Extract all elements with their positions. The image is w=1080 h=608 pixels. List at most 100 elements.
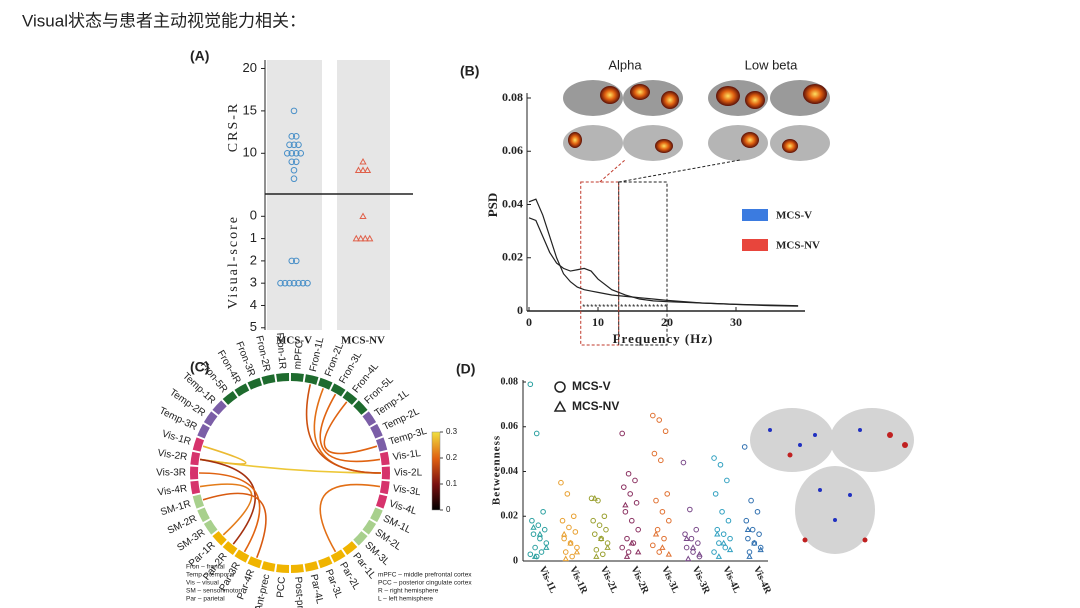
ring-segment	[342, 390, 358, 405]
triangle-marker	[683, 535, 690, 541]
triangle-marker	[598, 535, 605, 541]
sig-marker: *	[606, 303, 609, 312]
note: Fron – frontal	[186, 564, 225, 571]
triangle-marker	[354, 166, 363, 173]
y-tick-label: 0	[250, 208, 257, 223]
triangle-marker	[543, 544, 550, 550]
chord-edge	[199, 458, 256, 545]
band-connector	[599, 159, 626, 183]
sig-marker: *	[660, 303, 663, 312]
circle-marker	[620, 484, 627, 490]
circle-marker	[530, 531, 537, 537]
circle-marker	[725, 517, 732, 524]
y-tick-label: 0.04	[502, 196, 523, 210]
note: R – right hemisphere	[378, 588, 439, 595]
circle-marker	[754, 508, 761, 515]
triangle-marker	[366, 234, 374, 242]
circle-marker	[541, 526, 548, 533]
y-tick-label: 0.08	[502, 90, 523, 104]
circle-marker	[283, 149, 291, 157]
circle-marker	[666, 517, 672, 524]
legend-marker	[554, 381, 566, 393]
circle-marker	[288, 257, 296, 265]
triangle-marker	[635, 548, 642, 555]
circle-marker	[533, 430, 540, 437]
circle-marker	[743, 517, 750, 524]
circle-marker	[603, 526, 609, 533]
sig-marker: *	[598, 303, 601, 312]
circle-marker	[693, 526, 700, 533]
triangle-marker	[720, 539, 727, 546]
column-bg	[267, 60, 322, 330]
circle-marker	[299, 279, 307, 287]
legend-label: MCS-NV	[776, 240, 820, 252]
legend-label: MCS-NV	[572, 399, 619, 413]
sig-marker: *	[620, 303, 623, 312]
note: Par – parietal	[186, 596, 225, 603]
circle-marker	[656, 417, 663, 423]
circle-marker	[622, 508, 629, 515]
ring-segment	[222, 541, 238, 556]
note: SM – sensorimotor	[186, 588, 241, 595]
circle-marker	[297, 149, 305, 157]
circle-marker	[529, 517, 535, 524]
ring-segment	[370, 423, 383, 439]
panel-label: (B)	[460, 63, 479, 79]
ring-segment	[317, 377, 333, 390]
circle-marker	[527, 551, 534, 558]
band-box	[580, 181, 620, 346]
triangle-marker	[573, 548, 581, 555]
ring-segment	[375, 494, 388, 509]
note: PCC – posterior cingulate cortex	[378, 580, 472, 587]
circle-marker	[722, 544, 729, 551]
circle-marker	[286, 141, 293, 149]
circle-marker	[292, 133, 300, 140]
y-tick-label: 0.04	[501, 466, 519, 477]
triangle-marker	[530, 524, 537, 530]
legend-swatch	[742, 209, 768, 221]
ring-segment	[192, 437, 205, 452]
y-tick-label: 15	[243, 102, 257, 117]
y-tick-label: 0.06	[502, 143, 523, 157]
triangle-marker	[357, 234, 365, 242]
circle-marker	[558, 479, 564, 486]
x-tick-label: Vis-1L	[537, 565, 559, 596]
ring-segment	[304, 374, 319, 385]
x-tick-label: Vis-4L	[720, 565, 742, 596]
y-tick-label: 0.02	[501, 511, 519, 522]
triangle-marker	[361, 234, 369, 242]
circle-marker	[727, 535, 733, 542]
circle-marker	[569, 553, 575, 560]
chord-edge	[202, 492, 267, 559]
x-axis-label: Frequency (Hz)	[613, 331, 714, 346]
triangle-marker	[363, 166, 372, 173]
triangle-marker	[531, 553, 539, 559]
node-label: SM-1R	[159, 499, 192, 519]
chord-edge	[323, 401, 378, 455]
sig-marker: *	[636, 303, 639, 312]
ring-segment	[317, 556, 333, 569]
y-tick-label: 5	[250, 319, 257, 334]
circle-marker	[596, 522, 603, 529]
ring-segment	[330, 549, 346, 563]
triangle-marker	[567, 539, 574, 546]
note: mPFC – middle prefrontal cortex	[378, 572, 472, 579]
circle-marker	[564, 491, 571, 497]
circle-marker	[656, 549, 663, 555]
triangle-marker	[591, 495, 598, 501]
circle-marker	[593, 547, 600, 553]
circle-marker	[559, 517, 566, 524]
sig-marker: *	[656, 303, 659, 312]
triangle-marker	[659, 544, 666, 550]
circle-marker	[286, 279, 293, 287]
ring-segment	[370, 507, 383, 523]
node-label: Vis-3L	[392, 483, 422, 498]
y-axis-label: Visual-score	[226, 215, 241, 309]
x-tick-label: 0	[526, 315, 532, 329]
band-label: Alpha	[608, 57, 642, 72]
circle-marker	[745, 535, 751, 542]
x-tick-label: Vis-3R	[690, 565, 713, 597]
chord-edge	[199, 483, 253, 536]
sig-marker: *	[652, 303, 655, 312]
circle-marker	[653, 497, 659, 504]
